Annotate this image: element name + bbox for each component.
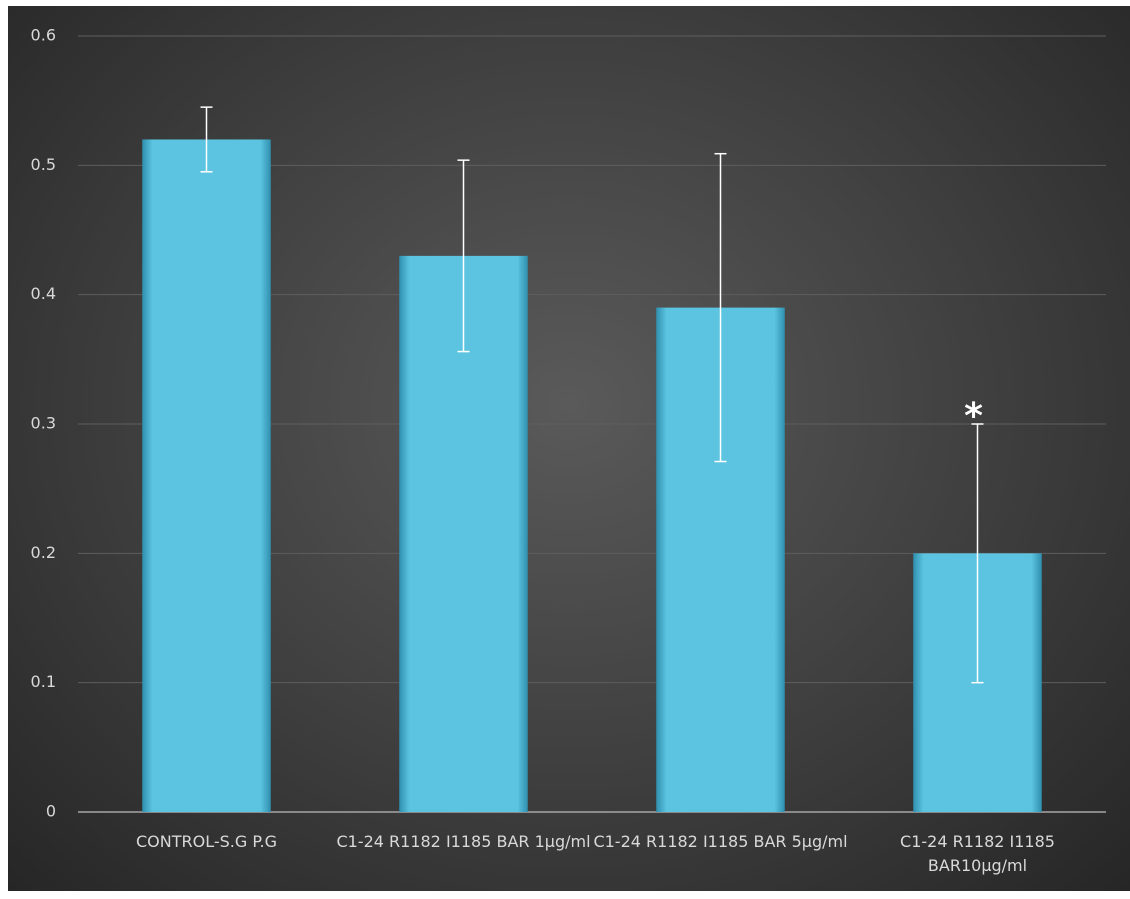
error-bar — [971, 423, 984, 684]
x-tick-label: C1-24 R1182 I1185 BAR10µg/ml — [900, 832, 1055, 875]
annotation: * — [964, 396, 983, 437]
error-bar — [714, 152, 727, 463]
x-tick-label: C1-24 R1182 I1185 BAR 1µg/ml — [336, 832, 591, 851]
y-tick-label: 0.4 — [31, 284, 56, 303]
x-tick-label: CONTROL-S.G P.G — [136, 832, 277, 851]
y-tick-label: 0 — [46, 802, 56, 821]
y-tick-label: 0.2 — [31, 543, 56, 562]
y-tick-label: 0.3 — [31, 414, 56, 433]
x-tick-label: C1-24 R1182 I1185 BAR 5µg/ml — [593, 832, 848, 851]
y-tick-label: 0.5 — [31, 155, 56, 174]
bar — [142, 139, 271, 812]
error-bar — [457, 159, 470, 353]
y-tick-label: 0.1 — [31, 672, 56, 691]
error-bar — [200, 106, 213, 173]
y-tick-label: 0.6 — [31, 26, 56, 45]
